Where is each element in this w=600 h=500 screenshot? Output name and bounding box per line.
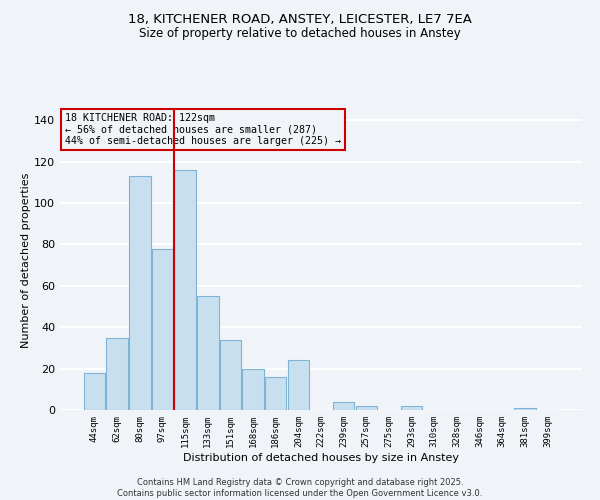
Bar [333, 402, 355, 410]
Text: 18, KITCHENER ROAD, ANSTEY, LEICESTER, LE7 7EA: 18, KITCHENER ROAD, ANSTEY, LEICESTER, L… [128, 12, 472, 26]
Text: Contains HM Land Registry data © Crown copyright and database right 2025.
Contai: Contains HM Land Registry data © Crown c… [118, 478, 482, 498]
Bar [514, 408, 536, 410]
Bar [287, 360, 309, 410]
Text: Size of property relative to detached houses in Anstey: Size of property relative to detached ho… [139, 28, 461, 40]
Bar [175, 170, 196, 410]
Bar [129, 176, 151, 410]
Bar [106, 338, 128, 410]
Bar [220, 340, 241, 410]
Bar [242, 368, 264, 410]
Text: 18 KITCHENER ROAD: 122sqm
← 56% of detached houses are smaller (287)
44% of semi: 18 KITCHENER ROAD: 122sqm ← 56% of detac… [65, 113, 341, 146]
X-axis label: Distribution of detached houses by size in Anstey: Distribution of detached houses by size … [183, 452, 459, 462]
Bar [401, 406, 422, 410]
Bar [152, 248, 173, 410]
Bar [265, 377, 286, 410]
Bar [356, 406, 377, 410]
Bar [197, 296, 218, 410]
Y-axis label: Number of detached properties: Number of detached properties [21, 172, 31, 348]
Bar [84, 373, 105, 410]
